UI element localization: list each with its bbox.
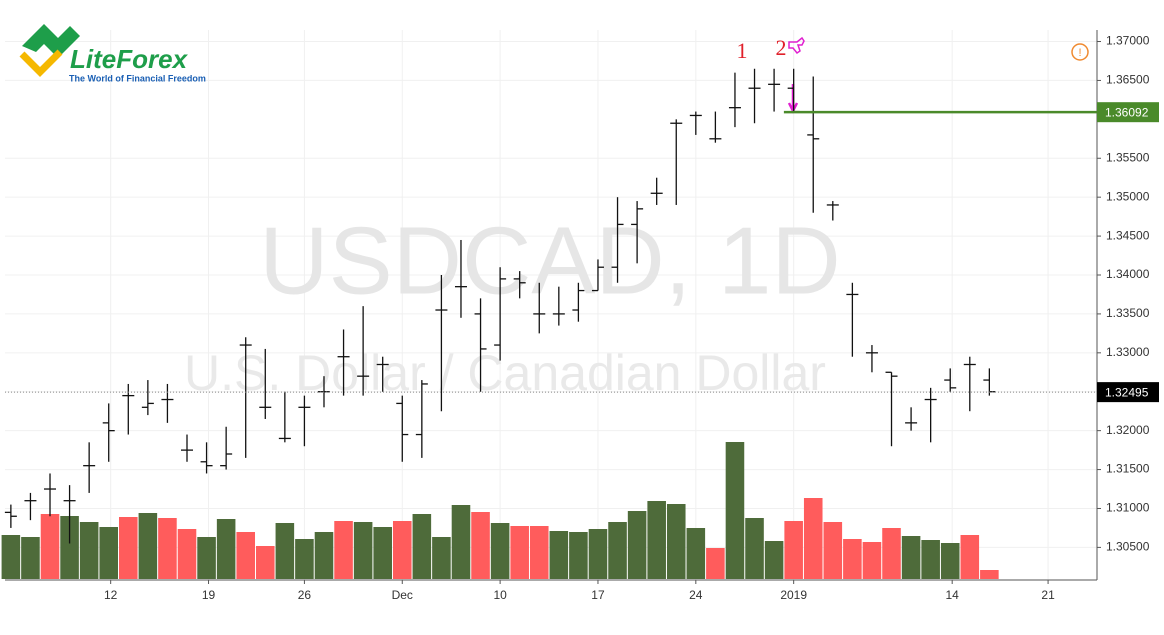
volume-bar	[510, 526, 529, 579]
volume-bar	[471, 512, 490, 579]
volume-bar	[608, 522, 627, 579]
volume-bar	[314, 532, 334, 579]
level-label: 1.36092	[1105, 105, 1149, 119]
volume-bar	[216, 519, 236, 579]
y-tick-label: 1.33000	[1106, 345, 1150, 359]
volume-bar	[745, 518, 764, 579]
y-tick-label: 1.33500	[1106, 306, 1150, 320]
volume-bar	[725, 442, 745, 579]
volume-bar	[21, 537, 40, 579]
x-tick-label: 10	[493, 588, 507, 602]
volume-bar	[843, 539, 862, 579]
volume-bar	[529, 526, 549, 579]
volume-bar	[295, 539, 314, 579]
logo-mark	[22, 24, 80, 58]
volume-bar	[119, 517, 138, 579]
y-tick-label: 1.36500	[1106, 73, 1150, 87]
volume-bar	[980, 570, 999, 579]
volume-bar	[451, 505, 471, 579]
volume-bar	[255, 546, 275, 579]
volume-bar	[706, 548, 725, 579]
alert-icon[interactable]	[1071, 43, 1089, 61]
y-tick-label: 1.34500	[1106, 228, 1150, 242]
volume-bar	[901, 536, 921, 579]
volume-bar	[764, 541, 784, 579]
logo: LiteForex The World of Financial Freedom	[19, 24, 206, 83]
volume-bar	[803, 498, 823, 579]
alert-icon[interactable]: !	[1078, 47, 1081, 59]
y-tick-label: 1.37000	[1106, 34, 1150, 48]
volume-bar	[79, 522, 99, 579]
annotation: 2	[776, 35, 787, 60]
thumbs-down-icon	[788, 36, 805, 55]
volume-bar	[960, 535, 980, 579]
volume-bar	[940, 543, 960, 579]
volume-bar	[275, 523, 295, 579]
x-tick-label: 24	[689, 588, 703, 602]
last-price-box	[1097, 382, 1159, 403]
volume-bar	[392, 521, 412, 579]
volume-bar	[921, 540, 940, 579]
x-tick-label: 17	[591, 588, 605, 602]
volume-bar	[1, 535, 21, 579]
volume-bar	[40, 514, 60, 579]
volume-bar	[60, 516, 79, 579]
y-tick-label: 1.31000	[1106, 501, 1150, 515]
annotation: 1	[737, 38, 748, 63]
x-tick-label: 21	[1041, 588, 1055, 602]
volume-bar	[882, 528, 901, 579]
volume-bar	[236, 532, 255, 579]
x-tick-label: 12	[104, 588, 118, 602]
volume-bar	[569, 532, 588, 579]
volume-bar	[784, 521, 803, 579]
x-tick-label: 2019	[780, 588, 807, 602]
x-tick-label: 26	[298, 588, 312, 602]
volume-bar	[549, 531, 569, 579]
volume-bar	[412, 514, 432, 579]
y-tick-label: 1.32000	[1106, 423, 1150, 437]
y-tick-label: 1.30500	[1106, 540, 1150, 554]
volume-bar	[490, 523, 510, 579]
logo-name: LiteForex	[70, 44, 189, 74]
volume-bar	[373, 527, 392, 579]
level-box	[1097, 102, 1159, 123]
volume-bar	[686, 528, 706, 579]
y-tick-label: 1.31500	[1106, 462, 1150, 476]
volume-bar	[432, 537, 451, 579]
volume-bar	[627, 511, 647, 579]
volume-bar	[353, 522, 373, 579]
volume-bar	[158, 518, 177, 579]
volume-bar	[823, 522, 843, 579]
logo-mark	[19, 49, 63, 77]
volume-bar	[666, 504, 686, 579]
logo-tagline: The World of Financial Freedom	[69, 73, 206, 83]
y-tick-label: 1.35000	[1106, 189, 1150, 203]
volume-bar	[177, 529, 197, 579]
volume-bar	[138, 513, 158, 579]
volume-bar	[647, 501, 666, 579]
x-tick-label: Dec	[392, 588, 413, 602]
volume-bar	[197, 537, 216, 579]
watermark-title: USDCAD, 1D	[259, 207, 840, 314]
volume-bar	[588, 529, 608, 579]
volume-bar	[99, 527, 119, 579]
x-tick-label: 19	[202, 588, 216, 602]
x-tick-label: 14	[946, 588, 960, 602]
watermark-subtitle: U.S. Dollar / Canadian Dollar	[184, 345, 826, 401]
last-price-label: 1.32495	[1105, 385, 1149, 399]
y-tick-label: 1.34000	[1106, 267, 1150, 281]
y-tick-label: 1.35500	[1106, 150, 1150, 164]
volume-bar	[862, 542, 882, 579]
volume-bar	[334, 521, 353, 579]
